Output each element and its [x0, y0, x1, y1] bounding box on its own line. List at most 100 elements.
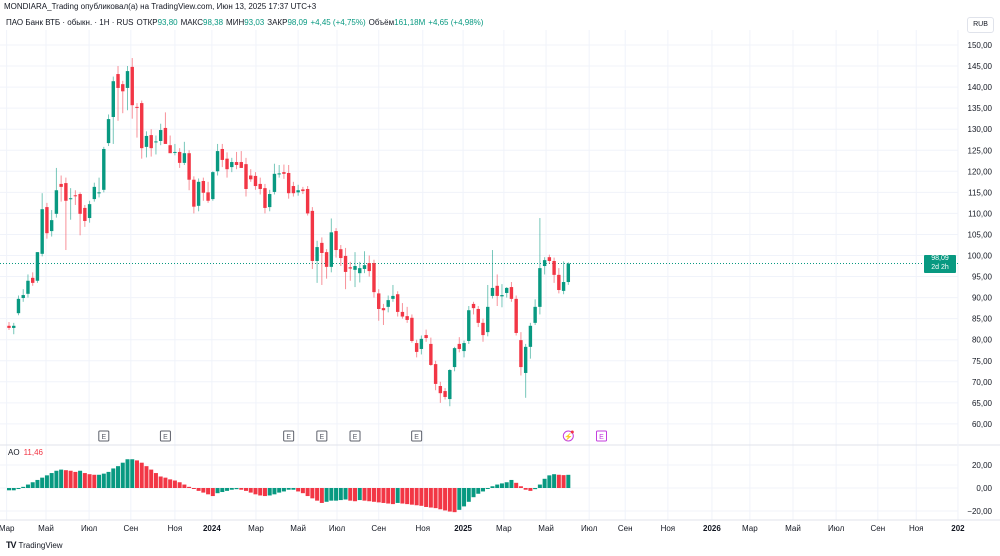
candle-down[interactable]	[495, 274, 499, 307]
candle-down[interactable]	[244, 157, 248, 197]
candle-up[interactable]	[16, 295, 21, 316]
candle-down[interactable]	[206, 181, 210, 203]
candle-down[interactable]	[443, 388, 447, 400]
candle-up[interactable]	[173, 143, 177, 156]
earnings-event-marker[interactable]: E	[349, 430, 361, 442]
candle-down[interactable]	[83, 204, 87, 227]
candle-down[interactable]	[552, 257, 556, 283]
candle-up[interactable]	[452, 346, 457, 372]
candle-down[interactable]	[395, 291, 400, 317]
candle-down[interactable]	[429, 337, 433, 366]
candle-down[interactable]	[149, 129, 153, 157]
candle-down[interactable]	[438, 381, 443, 403]
candle-down[interactable]	[177, 148, 182, 168]
candle-down[interactable]	[282, 164, 286, 179]
candle-down[interactable]	[301, 186, 305, 195]
candle-down[interactable]	[547, 254, 552, 264]
currency-button[interactable]: RUB	[967, 17, 994, 33]
candle-down[interactable]	[201, 177, 206, 201]
earnings-event-marker[interactable]: E	[159, 430, 171, 442]
candle-up[interactable]	[419, 335, 424, 355]
candle-down[interactable]	[286, 164, 291, 199]
candle-up[interactable]	[230, 157, 234, 173]
candle-down[interactable]	[410, 314, 414, 343]
candle-up[interactable]	[106, 114, 111, 147]
price-axis[interactable]: 150,00 145,00 140,00 135,00 130,00 125,00 120,…	[968, 41, 993, 429]
candle-up[interactable]	[211, 171, 215, 201]
candle-up[interactable]	[215, 143, 220, 176]
candle-down[interactable]	[291, 181, 296, 197]
earnings-event-marker[interactable]: E	[98, 430, 110, 442]
candle-up[interactable]	[538, 218, 542, 315]
candle-down[interactable]	[258, 177, 262, 195]
candle-down[interactable]	[192, 176, 196, 214]
candle-up[interactable]	[462, 340, 466, 358]
candle-up[interactable]	[268, 189, 272, 212]
candle-down[interactable]	[381, 303, 386, 325]
candle-up[interactable]	[362, 251, 367, 274]
candle-up[interactable]	[97, 177, 101, 198]
candle-down[interactable]	[7, 322, 11, 331]
ao-axis[interactable]: 20,00 0,00 −20,00	[967, 461, 992, 516]
candle-down[interactable]	[514, 295, 518, 336]
candle-up[interactable]	[21, 289, 25, 302]
candle-down[interactable]	[73, 190, 78, 205]
candle-up[interactable]	[353, 252, 357, 288]
candle-down[interactable]	[339, 244, 343, 267]
candle-up[interactable]	[391, 284, 395, 302]
candle-down[interactable]	[130, 58, 134, 119]
candle-up[interactable]	[35, 252, 40, 283]
candle-down[interactable]	[234, 151, 239, 170]
candle-up[interactable]	[533, 299, 537, 325]
candle-down[interactable]	[424, 329, 428, 342]
earnings-event-marker[interactable]: E	[411, 430, 423, 442]
candle-down[interactable]	[372, 259, 376, 298]
candle-down[interactable]	[78, 192, 82, 236]
candle-up[interactable]	[523, 343, 528, 398]
candle-down[interactable]	[377, 289, 381, 321]
candle-up[interactable]	[111, 76, 115, 144]
candle-down[interactable]	[187, 150, 191, 191]
candle-up[interactable]	[386, 295, 390, 313]
candle-up[interactable]	[196, 178, 201, 212]
candle-up[interactable]	[40, 193, 44, 257]
candle-down[interactable]	[343, 247, 348, 290]
candle-down[interactable]	[239, 151, 243, 168]
earnings-event-marker[interactable]: E	[283, 430, 295, 442]
candle-up[interactable]	[528, 322, 533, 359]
candle-up[interactable]	[92, 182, 97, 202]
time-axis[interactable]: Мар Май Июл Сен Ноя 2024 Мар Май Июл Сен Ноя 2025 Ма…	[0, 524, 965, 533]
candle-down[interactable]	[471, 301, 476, 315]
candle-up[interactable]	[12, 322, 16, 335]
candle-up[interactable]	[448, 369, 452, 407]
candle-up[interactable]	[102, 146, 106, 193]
candle-down[interactable]	[433, 360, 438, 391]
candle-down[interactable]	[405, 306, 409, 323]
candle-down[interactable]	[64, 177, 68, 251]
candle-down[interactable]	[163, 112, 168, 144]
candle-up[interactable]	[486, 284, 490, 337]
candle-down[interactable]	[400, 303, 405, 319]
candle-down[interactable]	[557, 268, 561, 294]
candle-up[interactable]	[490, 250, 495, 299]
candle-down[interactable]	[225, 152, 229, 178]
candle-up[interactable]	[54, 167, 59, 218]
candle-up[interactable]	[68, 188, 73, 220]
split-event-marker[interactable]: ⚡	[562, 430, 574, 442]
candle-down[interactable]	[476, 306, 480, 328]
candle-up[interactable]	[49, 210, 54, 237]
candle-up[interactable]	[182, 141, 187, 165]
candle-down[interactable]	[121, 80, 125, 114]
candle-up[interactable]	[277, 164, 281, 178]
candle-up[interactable]	[125, 66, 130, 111]
candle-down[interactable]	[168, 135, 172, 154]
candle-up[interactable]	[144, 131, 149, 158]
candle-down[interactable]	[140, 100, 144, 159]
tradingview-logo[interactable]: TV TradingView	[6, 540, 63, 550]
candle-up[interactable]	[542, 257, 547, 275]
candle-up[interactable]	[87, 200, 92, 223]
candle-up[interactable]	[272, 163, 277, 195]
candle-up[interactable]	[158, 123, 163, 146]
ao-legend[interactable]: AO 11,46	[8, 448, 43, 457]
